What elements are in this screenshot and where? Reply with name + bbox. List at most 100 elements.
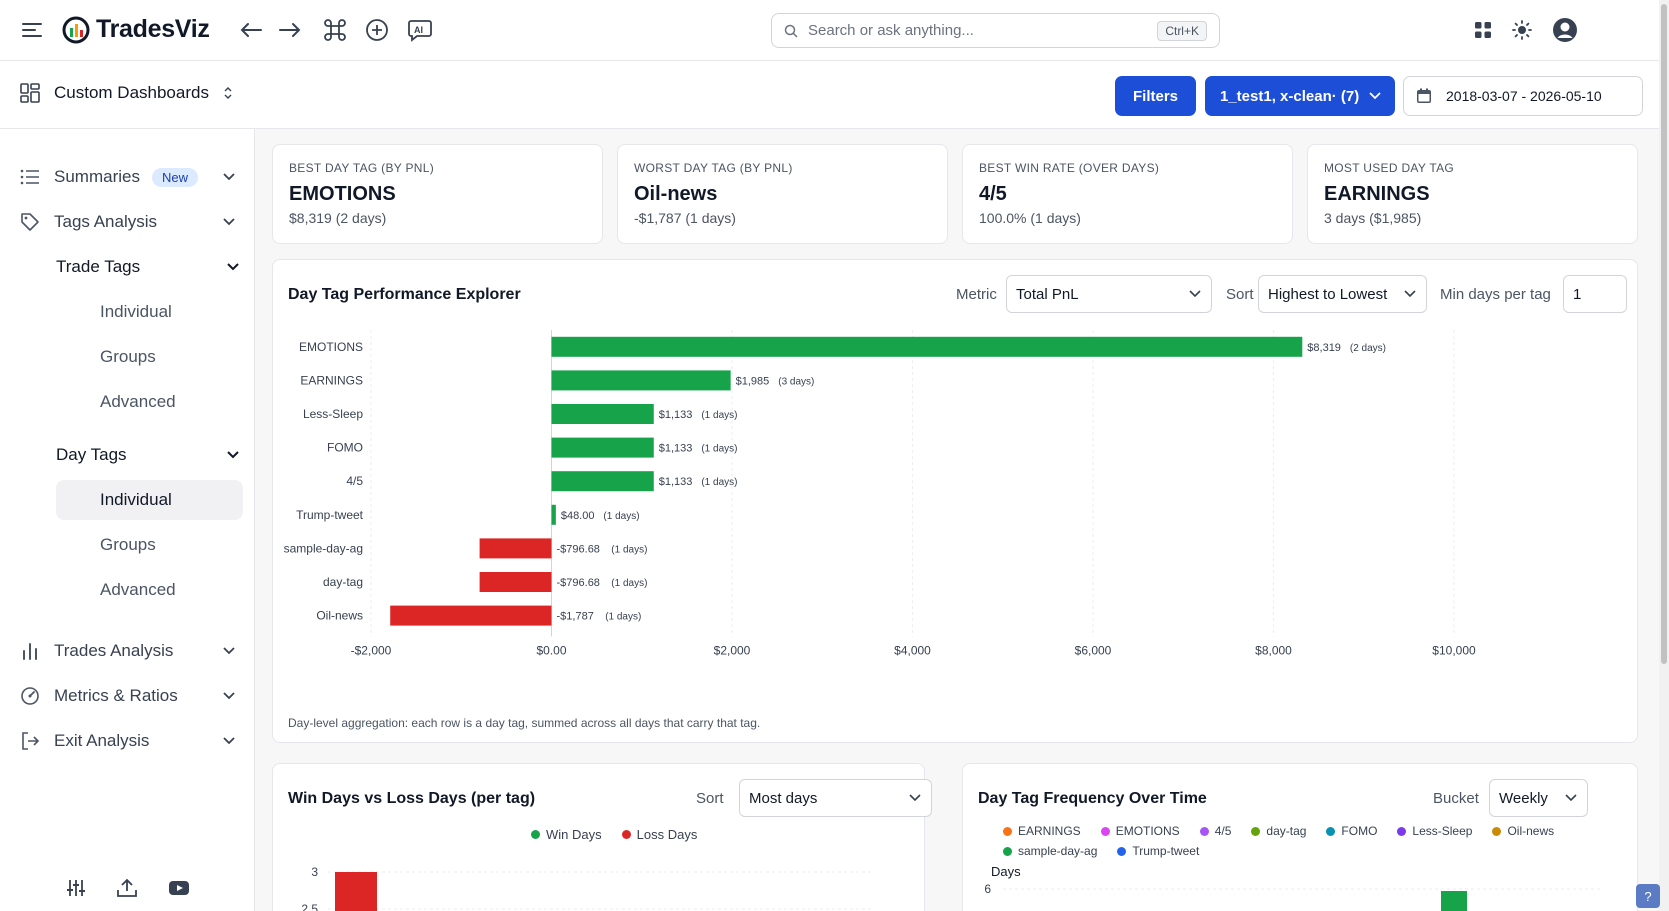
sidebar-item-day-tags-advanced[interactable]: Advanced: [100, 580, 176, 599]
legend-label: Trump-tweet: [1132, 844, 1200, 858]
filters-button[interactable]: Filters: [1115, 76, 1196, 116]
sidebar-item-metrics-ratios[interactable]: Metrics & Ratios: [20, 686, 235, 706]
bar: [551, 370, 731, 391]
search-input[interactable]: [808, 22, 1138, 39]
panel-title: Win Days vs Loss Days (per tag): [288, 790, 536, 807]
forward-arrow-icon[interactable]: [275, 15, 305, 45]
apps-grid-icon[interactable]: [1468, 15, 1498, 45]
calendar-icon: [1417, 88, 1431, 103]
date-range-picker[interactable]: 2018-03-07 - 2026-05-10: [1403, 76, 1643, 116]
legend-label: Less-Sleep: [1412, 824, 1473, 838]
sort-select[interactable]: Highest to Lowest: [1258, 275, 1427, 313]
sidebar-item-label: Trades Analysis: [54, 641, 174, 660]
bar-value-label: -$796.68: [557, 543, 600, 555]
bar: [551, 504, 556, 525]
account-selector-button[interactable]: 1_test1, x-clean· (7): [1205, 76, 1395, 116]
add-circle-icon[interactable]: [362, 15, 392, 45]
bar-loss-days: [335, 872, 377, 911]
chevron-down-icon: [223, 218, 235, 226]
legend-item-win-days[interactable]: Win Days: [531, 827, 602, 842]
logo-icon: [62, 16, 90, 44]
legend-item[interactable]: 4/5: [1199, 824, 1232, 838]
sidebar-item-tags-analysis[interactable]: Tags Analysis: [20, 212, 235, 232]
legend-label: Oil-news: [1507, 824, 1555, 838]
app-name: TradesViz: [96, 14, 210, 43]
bucket-select[interactable]: Weekly: [1489, 779, 1588, 817]
command-icon[interactable]: [320, 15, 350, 45]
sidebar: Summaries New Tags Analysis Trade Tags I…: [0, 129, 255, 911]
search-box[interactable]: Ctrl+K: [771, 13, 1220, 48]
legend-dot: [1199, 826, 1209, 836]
sidebar-item-summaries[interactable]: Summaries New: [20, 167, 235, 187]
sidebar-item-trades-analysis[interactable]: Trades Analysis: [20, 641, 235, 661]
sidebar-item-label: Metrics & Ratios: [54, 686, 178, 705]
bar: [551, 336, 1303, 357]
legend-dot: [1492, 826, 1502, 836]
upload-icon[interactable]: [116, 878, 138, 898]
legend-item[interactable]: Less-Sleep: [1397, 824, 1472, 838]
legend-item[interactable]: Trump-tweet: [1117, 844, 1199, 858]
dashboard-label: Custom Dashboards: [54, 83, 209, 102]
bar: [390, 605, 552, 626]
day-tag-frequency-panel: Day Tag Frequency Over Time Bucket Weekl…: [962, 763, 1638, 911]
gauge-icon: [21, 687, 39, 705]
tag-icon: [21, 213, 39, 231]
help-button[interactable]: ?: [1636, 884, 1660, 908]
sidebar-item-day-tags-individual[interactable]: Individual: [56, 480, 243, 520]
bar-value-label: $1,985: [736, 375, 770, 387]
kpi-subtext: 100.0% (1 days): [979, 210, 1081, 226]
legend-dot: [1326, 826, 1336, 836]
legend-dot: [1003, 826, 1012, 836]
chevron-down-icon: [1565, 794, 1577, 802]
category-label: Trump-tweet: [296, 508, 364, 522]
category-label: Less-Sleep: [303, 407, 363, 421]
legend-item[interactable]: day-tag: [1251, 824, 1306, 838]
sliders-icon[interactable]: [66, 879, 86, 897]
legend-item[interactable]: EARNINGS: [1003, 824, 1081, 838]
kpi-value: Oil-news: [634, 183, 718, 205]
dashboard-selector[interactable]: Custom Dashboards: [20, 83, 233, 103]
legend-label: sample-day-ag: [1018, 844, 1098, 858]
youtube-icon[interactable]: [168, 880, 190, 896]
metric-select[interactable]: Total PnL: [1006, 275, 1212, 313]
theme-sun-icon[interactable]: [1507, 15, 1537, 45]
sidebar-group-day-tags[interactable]: Day Tags: [56, 445, 243, 465]
app-logo[interactable]: TradesViz: [62, 14, 210, 44]
kpi-header: BEST DAY TAG (BY PNL): [289, 161, 435, 175]
legend-dot: [1003, 846, 1012, 856]
chevron-down-icon: [227, 263, 239, 271]
new-badge: New: [151, 167, 198, 187]
sort-label: Sort: [1226, 286, 1254, 303]
sidebar-item-exit-analysis[interactable]: Exit Analysis: [20, 731, 235, 751]
back-arrow-icon[interactable]: [236, 15, 266, 45]
bar-chart-icon: [23, 643, 37, 660]
legend-label: 4/5: [1214, 824, 1232, 838]
sidebar-item-day-tags-groups[interactable]: Groups: [100, 535, 156, 554]
min-days-label: Min days per tag: [1440, 286, 1551, 303]
menu-icon[interactable]: [17, 15, 47, 45]
legend-item-loss-days[interactable]: Loss Days: [621, 827, 698, 842]
legend-item[interactable]: FOMO: [1326, 824, 1377, 838]
x-tick-label: -$2,000: [351, 643, 392, 657]
kpi-header: WORST DAY TAG (BY PNL): [634, 161, 793, 175]
y-tick-label: 6: [984, 882, 991, 896]
min-days-input[interactable]: [1563, 275, 1627, 313]
legend-item[interactable]: Oil-news: [1492, 824, 1554, 838]
sidebar-item-trade-tags-groups[interactable]: Groups: [100, 347, 156, 366]
bar: [551, 404, 654, 424]
sidebar-item-trade-tags-advanced[interactable]: Advanced: [100, 392, 176, 411]
x-tick-label: $10,000: [1432, 643, 1476, 657]
bar-days-label: (1 days): [611, 544, 647, 555]
kpi-card-worst-day-tag: WORST DAY TAG (BY PNL) Oil-news -$1,787 …: [617, 144, 948, 244]
kpi-card-best-win-rate: BEST WIN RATE (OVER DAYS) 4/5 100.0% (1 …: [962, 144, 1293, 244]
page-scrollbar-thumb[interactable]: [1661, 4, 1667, 664]
ai-chat-icon[interactable]: AI: [405, 15, 435, 45]
legend-item[interactable]: EMOTIONS: [1100, 824, 1180, 838]
sidebar-item-trade-tags-individual[interactable]: Individual: [100, 302, 172, 321]
sidebar-group-trade-tags[interactable]: Trade Tags: [56, 257, 243, 277]
win-loss-sort-select[interactable]: Most days: [739, 779, 932, 817]
user-avatar-icon[interactable]: [1550, 15, 1580, 45]
legend-label: Loss Days: [636, 827, 698, 842]
category-label: 4/5: [346, 474, 363, 488]
legend-item[interactable]: sample-day-ag: [1003, 844, 1097, 858]
